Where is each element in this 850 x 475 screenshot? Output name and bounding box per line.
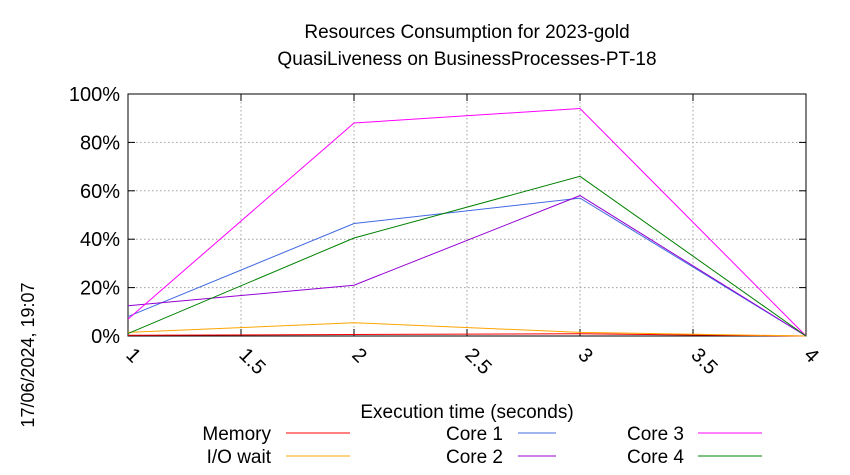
y-tick-label: 100%: [69, 84, 120, 106]
legend-label-core-2: Core 2: [446, 447, 503, 468]
series-line-core-3: [127, 107, 807, 337]
chart-title-line-2: QuasiLiveness on BusinessProcesses-PT-18: [277, 49, 656, 70]
legend-label-core-3: Core 3: [627, 424, 684, 445]
legend-label-core-1: Core 1: [446, 424, 503, 445]
x-tick-label: 3.5: [686, 344, 721, 379]
y-axis: 0% 20% 40% 60% 80% 100%: [69, 84, 806, 348]
series-line-memory: [127, 333, 807, 337]
legend-label-memory: Memory: [202, 424, 271, 445]
y-tick-label: 80%: [80, 132, 120, 154]
x-tick-label: 2.5: [460, 344, 495, 379]
y-tick-label: 0%: [91, 326, 120, 348]
y-tick-label: 40%: [80, 229, 120, 251]
y-tick-label: 60%: [80, 181, 120, 203]
series-lines: [127, 107, 807, 337]
x-tick-label: 2: [347, 344, 370, 367]
x-tick-label: 3: [573, 344, 596, 367]
series-line-core-1: [127, 197, 807, 337]
timestamp: 17/06/2024, 19:07: [18, 282, 38, 427]
x-axis-label: Execution time (seconds): [360, 402, 573, 423]
series-line-core-2: [127, 195, 807, 337]
chart-title-line-1: Resources Consumption for 2023-gold: [304, 22, 629, 43]
x-tick-label: 1.5: [234, 344, 269, 379]
x-tick-label: 1: [121, 344, 144, 367]
grid-lines: [128, 94, 806, 336]
y-tick-label: 20%: [80, 278, 120, 300]
series-line-i-o-wait: [127, 322, 807, 337]
x-tick-label: 4: [799, 344, 822, 367]
legend-label-core-4: Core 4: [627, 447, 684, 468]
series-line-core-4: [127, 175, 807, 337]
legend-label-i-o-wait: I/O wait: [207, 447, 272, 468]
